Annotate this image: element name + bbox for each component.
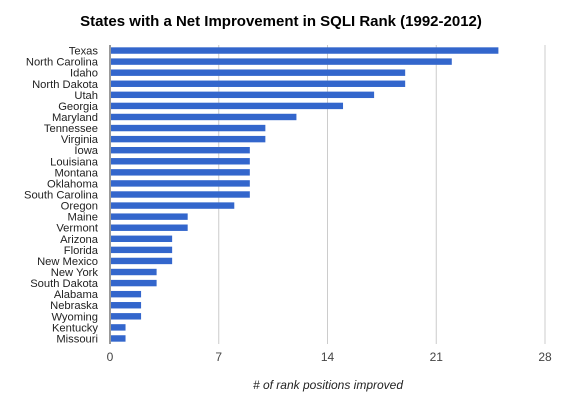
bar [111,146,250,154]
bar [111,124,266,132]
bar [111,224,188,231]
bar [111,169,250,176]
category-label: Iowa [74,145,98,157]
x-tick-label: 14 [321,350,335,364]
bar [111,313,142,320]
bar [111,102,344,110]
category-label: Kentucky [52,322,98,334]
bar [111,257,173,265]
category-label: Montana [54,167,98,179]
category-label: South Carolina [24,190,99,202]
bar [111,324,126,331]
bar [111,158,250,165]
category-label: Missouri [56,333,98,345]
x-tick-label: 7 [215,350,222,364]
x-tick-label: 21 [430,350,444,364]
x-tick-label: 28 [538,350,552,364]
category-label: North Carolina [26,57,99,69]
bar [111,246,173,254]
chart-title: States with a Net Improvement in SQLI Ra… [80,13,482,30]
bar [111,91,375,99]
bar [111,290,142,298]
category-label: Idaho [70,68,98,80]
x-axis-title: # of rank positions improved [253,378,403,392]
category-label: Georgia [58,101,99,113]
bar [111,113,297,121]
category-label: Louisiana [50,156,99,168]
category-label: New Mexico [37,256,98,268]
category-label: Tennessee [44,123,98,135]
bar [111,302,142,309]
category-label: Oklahoma [47,178,99,190]
bar [111,80,406,87]
bar [111,69,406,76]
bar [111,47,499,54]
category-label: South Dakota [30,278,99,290]
category-label: Oregon [61,201,98,213]
x-tick-labels: 0 7 14 21 28 [107,350,552,364]
bar [111,180,250,187]
category-label: Utah [74,90,98,102]
bars [111,47,499,342]
category-label: Texas [69,46,99,58]
bar [111,58,452,65]
category-label: North Dakota [32,79,99,91]
bar [111,235,173,243]
bar [111,268,157,276]
category-label: Vermont [56,223,99,235]
bar [111,213,188,220]
category-label: Arizona [60,234,99,246]
category-label: Nebraska [50,300,99,312]
bar [111,335,126,342]
category-label: Wyoming [51,311,98,323]
category-label: Florida [64,245,99,257]
bar [111,135,266,143]
bar [111,191,250,198]
category-label: New York [51,267,99,279]
category-label: Alabama [54,289,99,301]
bar [111,279,157,287]
bar [111,202,235,209]
category-label: Maine [68,212,98,224]
category-label: Virginia [61,134,99,146]
category-label: Maryland [52,112,98,124]
x-tick-label: 0 [107,350,114,364]
